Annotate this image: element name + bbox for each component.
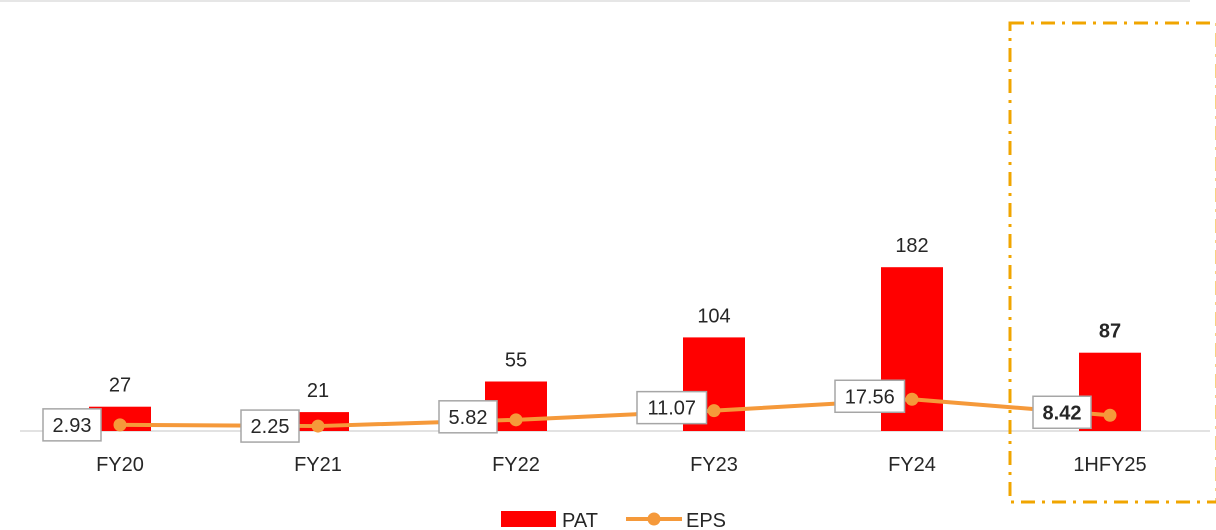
pat-data-label: 104 [697,305,730,327]
legend-eps-label: EPS [686,510,726,530]
x-tick-label: FY21 [294,454,342,476]
legend-pat-label: PAT [562,510,598,530]
eps-label-box [438,400,498,434]
eps-label-box [240,409,300,443]
pat-data-label: 27 [109,375,131,397]
x-tick-label: 1HFY25 [1073,454,1146,476]
pat-data-label: 182 [895,235,928,257]
eps-data-label: 17.56 [845,386,895,408]
eps-data-label: 2.93 [53,415,92,437]
x-tick-label: FY24 [888,454,936,476]
legend-pat-swatch [501,511,556,527]
pat-data-label: 87 [1099,321,1121,343]
eps-data-label: 5.82 [449,407,488,429]
eps-data-label: 8.42 [1043,402,1082,424]
legend-eps-marker [647,512,661,526]
top-rule [0,0,1190,2]
highlight-box [1008,21,1216,504]
eps-point [113,418,127,432]
eps-point [509,413,523,427]
pat-data-label: 21 [307,380,329,402]
x-tick-label: FY23 [690,454,738,476]
eps-point [1103,408,1117,422]
eps-point [707,404,721,418]
eps-point [905,392,919,406]
eps-label-box [1032,395,1092,430]
eps-data-label: 2.25 [251,416,290,438]
eps-point [311,419,325,433]
eps-label-box [636,390,708,425]
pat-data-label: 55 [505,350,527,372]
eps-data-label: 11.07 [647,398,696,420]
x-tick-label: FY20 [96,454,144,476]
eps-label-box [42,408,102,442]
eps-label-box [834,379,906,414]
x-tick-label: FY22 [492,454,540,476]
